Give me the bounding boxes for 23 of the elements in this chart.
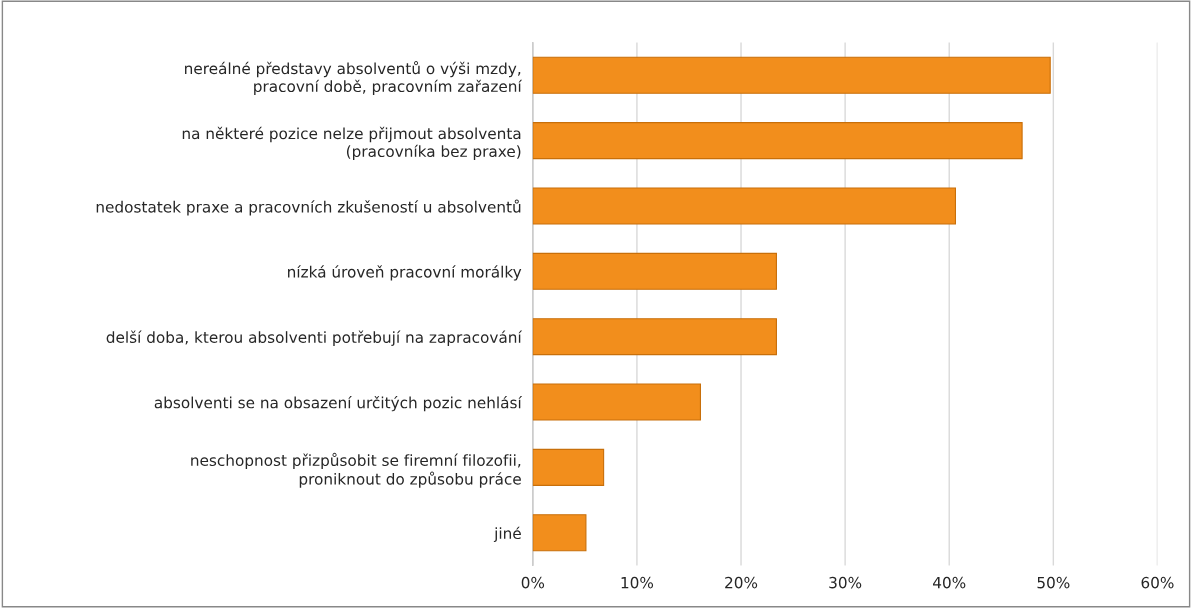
bar bbox=[532, 318, 777, 356]
y-tick-label: delší doba, kterou absolventi potřebují na zapracování bbox=[106, 330, 523, 346]
bar bbox=[532, 187, 957, 225]
y-tick-label: na některé pozice nelze přijmout absolventa (pracovníka bez praxe) bbox=[182, 126, 521, 161]
x-tick-label: 20% bbox=[725, 576, 758, 589]
x-tick-label: 30% bbox=[829, 576, 862, 589]
y-tick-label: jiné bbox=[493, 526, 521, 543]
bar bbox=[532, 252, 777, 290]
x-tick-label: 10% bbox=[621, 576, 654, 589]
bar bbox=[532, 56, 1051, 94]
bar bbox=[532, 383, 701, 421]
y-tick-label: neschopnost přizpůsobit se firemní filozofii, proniknout do způsobu práce bbox=[191, 452, 521, 488]
y-tick-label: nízká úroveň pracovní morálky bbox=[288, 265, 522, 281]
y-tick-label: nedostatek praxe a pracovních zkušeností u absolventů bbox=[96, 199, 521, 216]
x-tick-label: 40% bbox=[933, 576, 966, 589]
y-tick-label: absolventi se na obsazení určitých pozic nehlásí bbox=[154, 395, 523, 412]
bar bbox=[532, 448, 605, 486]
bar bbox=[532, 514, 587, 552]
x-tick-label: 60% bbox=[1141, 576, 1174, 589]
x-tick-label: 50% bbox=[1037, 576, 1070, 589]
x-tick-label: 0% bbox=[521, 576, 545, 589]
bar bbox=[532, 122, 1023, 160]
y-tick-label: nereálné představy absolventů o výši mzdy, pracovní době, pracovním zařazení bbox=[185, 61, 523, 96]
